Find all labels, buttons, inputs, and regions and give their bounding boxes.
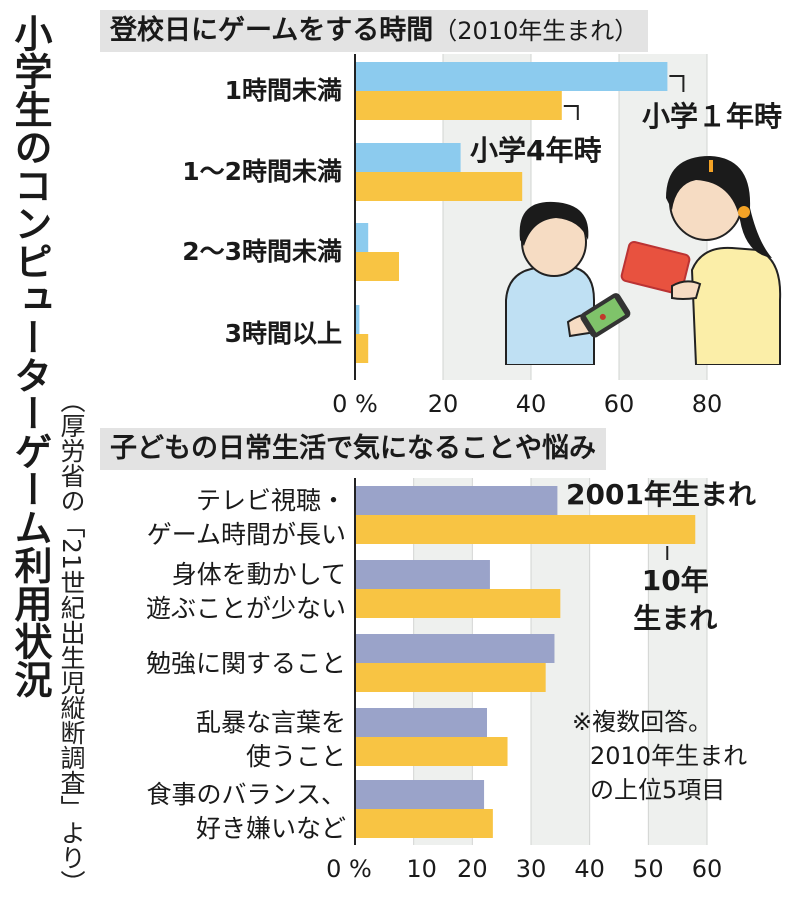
chart1-category-label: 1時間未満 (225, 76, 342, 105)
source-note: （厚労省の「21世紀出生児縦断調査」より） (57, 388, 86, 895)
chart1-bar (356, 62, 668, 91)
chart1-bar (356, 223, 369, 252)
chart2-tick-label: 50 (633, 855, 664, 880)
chart1-tick-label: 60 (604, 390, 635, 418)
chart1-subtitle: （2010年生まれ） (433, 17, 639, 45)
chart1-category-label: 3時間以上 (225, 319, 342, 348)
chart2-bar (356, 780, 485, 809)
chart2-bar (356, 589, 561, 618)
chart1-series-label: 小学4年時 (470, 134, 601, 167)
chart2-tick-label: 40 (574, 855, 605, 880)
chart2-note-line: ※複数回答。 (572, 708, 712, 736)
chart1-category-label: 1～2時間未満 (182, 157, 342, 186)
chart1-bar (356, 91, 562, 120)
chart1-bar (356, 305, 360, 334)
chart2-tick-label: 10 (406, 855, 437, 880)
main-title: 小学生のコンピューターゲーム利用状況 (8, 14, 52, 698)
chart2-series-label: 2001年生まれ (566, 478, 756, 511)
chart2-bar (356, 809, 493, 838)
girl-figure (620, 156, 782, 365)
chart1-callout-line (669, 75, 685, 92)
chart2-bar (356, 708, 487, 737)
chart2-bar (356, 663, 546, 692)
chart2-category-label: テレビ視聴・ (196, 486, 346, 515)
chart1-bar (356, 252, 399, 281)
chart2-title-box: 子どもの日常生活で気になることや悩み (100, 428, 606, 470)
chart2-bar (356, 634, 555, 663)
chart2-category-label: 乱暴な言葉を (196, 708, 346, 737)
chart2-category-label: 遊ぶことが少ない (146, 594, 346, 623)
chart2-category-label: 好き嫌いなど (196, 814, 346, 843)
chart2-tick-label: 60 (692, 855, 723, 880)
chart2-bar (356, 737, 508, 766)
chart2-svg: 0 % 10 20 30 40 50 60 テレビ視聴・ゲーム時間が長い身体を動かして遊ぶこと… (146, 478, 756, 880)
chart1-bar (356, 143, 461, 172)
chart2-bar (356, 486, 558, 515)
chart1-series-label: 小学１年時 (642, 100, 782, 133)
chart2-category-label: 使うこと (246, 742, 346, 771)
chart2-category-label: 食事のバランス、 (146, 780, 346, 809)
chart2-category-label: 身体を動かして (172, 560, 346, 589)
chart2-series-label: 生まれ (633, 602, 717, 635)
chart1-title-box: 登校日にゲームをする時間（2010年生まれ） (100, 10, 649, 52)
chart1-svg: 0 % 20 40 60 80 1時間未満 1～2時間未満 2～3時間未満 3時間以上 小学１年時… (182, 54, 782, 418)
chart1-tick-label: 0 % (332, 390, 378, 418)
chart2-bar (356, 515, 696, 544)
chart1-tick-label: 80 (692, 390, 723, 418)
chart1-tick-label: 40 (516, 390, 547, 418)
chart1-bar (356, 334, 369, 363)
chart2-bar (356, 560, 490, 589)
chart1-bar (356, 172, 523, 201)
chart2-tick-label: 20 (457, 855, 488, 880)
children-gaming-illustration (505, 156, 782, 365)
chart2-note-line: の上位5項目 (590, 776, 725, 804)
chart2-title: 子どもの日常生活で気になることや悩み (110, 433, 596, 464)
chart2-tick-label: 30 (516, 855, 547, 880)
chart2-series-label: 10年 (642, 564, 709, 597)
chart1-callout-line (563, 105, 579, 120)
boy-figure (505, 201, 631, 365)
chart1-tick-label: 20 (428, 390, 459, 418)
chart2-category-label: 勉強に関すること (146, 649, 346, 678)
chart1-category-label: 2～3時間未満 (182, 237, 342, 266)
chart2-category-label: ゲーム時間が長い (147, 520, 346, 549)
chart2-tick-label: 0 % (326, 855, 372, 880)
chart1-title: 登校日にゲームをする時間 (110, 15, 434, 46)
chart2-note-line: 2010年生まれ (590, 742, 747, 770)
